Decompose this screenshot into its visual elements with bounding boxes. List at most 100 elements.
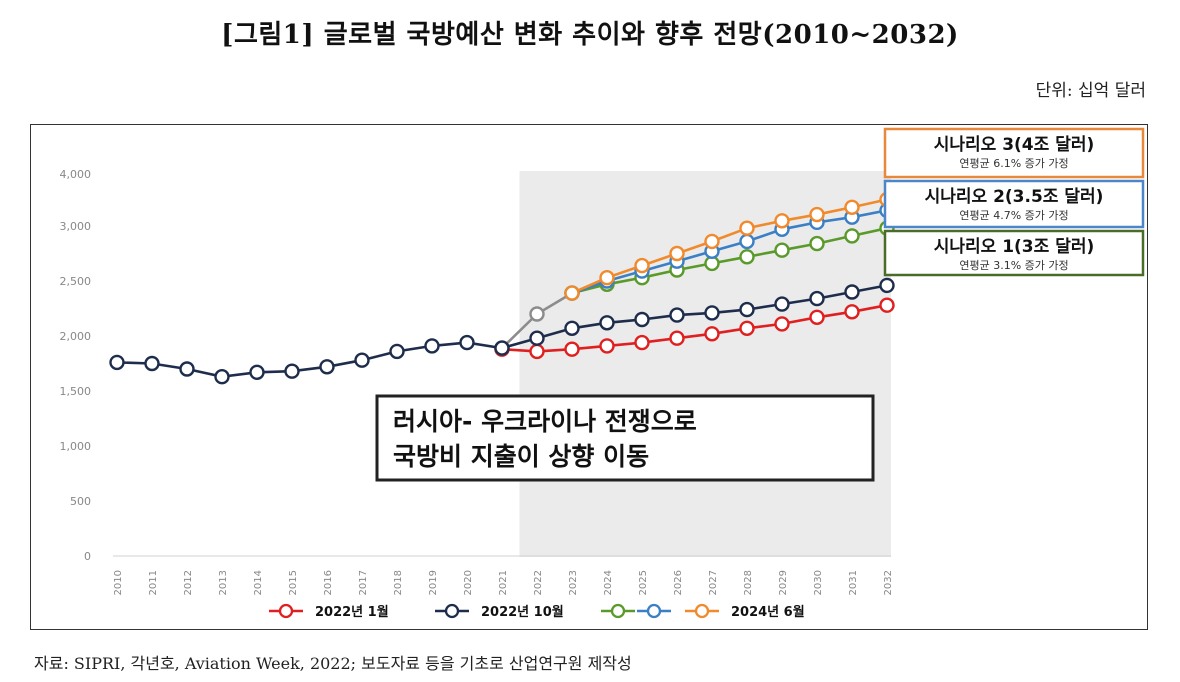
x-tick-label: 2027: [708, 570, 719, 595]
data-point-oct2022: [599, 315, 615, 331]
data-point-oct2022: [564, 320, 580, 337]
data-point-jan2022: [809, 309, 825, 326]
chart-title: [그림1] 글로벌 국방예산 변화 추이와 향후 전망(2010~2032): [221, 20, 959, 50]
data-point-scenario3: [704, 233, 720, 250]
scenario-box-subtitle: 연평균 4.7% 증가 가정: [959, 209, 1068, 222]
y-tick-label: 3,000: [60, 220, 92, 233]
data-point-history: [284, 363, 300, 379]
data-point-jan2022: [529, 343, 545, 360]
data-point-scenario1: [774, 242, 790, 258]
scenario-box-title: 시나리오 2(3.5조 달러): [925, 186, 1104, 207]
y-tick-label: 2,500: [60, 275, 92, 288]
data-point-history: [389, 343, 405, 360]
data-point-bridge: [529, 306, 545, 322]
data-point-scenario3: [774, 213, 790, 229]
data-point-jan2022: [599, 338, 615, 354]
data-point-history: [354, 352, 370, 368]
x-tick-label: 2013: [218, 570, 229, 595]
x-tick-label: 2017: [358, 570, 369, 595]
legend-marker: [444, 603, 460, 619]
x-tick-label: 2028: [743, 570, 754, 595]
data-point-jan2022: [669, 330, 685, 346]
data-point-oct2022: [669, 307, 685, 323]
data-point-jan2022: [634, 334, 650, 351]
data-point-scenario1: [809, 235, 825, 252]
data-point-jan2022: [879, 297, 895, 313]
data-point-jan2022: [564, 341, 580, 357]
x-tick-label: 2010: [113, 570, 124, 595]
data-point-history: [424, 338, 440, 354]
annotation-text: 러시아- 우크라이나 전쟁으로: [393, 407, 697, 436]
y-tick-label: 0: [84, 550, 91, 563]
data-point-history: [214, 368, 230, 385]
chart-frame: 0 500 1,000 1,500 2,000 2,500 3,000 4,000 2010 20…: [30, 124, 1148, 630]
data-point-scenario2: [739, 233, 755, 250]
data-point-history: [109, 354, 125, 371]
legend-marker: [646, 603, 662, 619]
annotation-text: 국방비 지출이 상향 이동: [393, 442, 649, 471]
data-point-jan2022: [739, 320, 755, 337]
x-tick-label: 2014: [253, 570, 264, 595]
scenario-box-subtitle: 연평균 6.1% 증가 가정: [959, 157, 1068, 170]
forecast-shading: [519, 171, 891, 557]
x-tick-label: 2030: [813, 570, 824, 595]
legend-marker: [610, 603, 626, 619]
data-point-jan2022: [704, 326, 720, 342]
data-point-oct2022: [879, 277, 895, 294]
data-point-history: [144, 355, 160, 372]
x-tick-label: 2026: [673, 570, 684, 595]
series-line-history: [116, 341, 503, 379]
scenario-box-scenario2: [883, 179, 1145, 229]
x-tick-label: 2031: [848, 570, 859, 595]
series-line-scenario3: [571, 198, 888, 295]
x-tick-label: 2019: [428, 570, 439, 595]
x-tick-label: 2032: [883, 570, 894, 595]
x-tick-label: 2021: [498, 570, 509, 595]
series-line-scenario2: [571, 209, 888, 295]
data-point-scenario1: [844, 228, 860, 244]
chart-plot: 0 500 1,000 1,500 2,000 2,500 3,000 4,000 2010 20…: [60, 127, 1145, 620]
data-point-oct2022: [844, 284, 860, 300]
x-tick-label: 2016: [323, 570, 334, 595]
legend-marker: [278, 603, 294, 619]
data-point-scenario3: [809, 206, 825, 223]
legend-label: 2022년 1월: [315, 604, 389, 620]
y-tick-label: 1,000: [60, 440, 92, 453]
annotation-box: [375, 394, 875, 482]
data-point-scenario1: [739, 249, 755, 265]
data-point-oct2022: [809, 290, 825, 307]
legend-marker: [694, 603, 710, 619]
data-point-scenario3: [564, 285, 580, 301]
y-tick-label: 1,500: [60, 385, 92, 398]
data-point-scenario3: [739, 220, 755, 236]
data-point-jan2022: [844, 304, 860, 320]
data-point-history: [459, 334, 475, 351]
x-tick-label: 2020: [463, 570, 474, 595]
data-point-scenario3: [844, 199, 860, 215]
x-tick-label: 2029: [778, 570, 789, 595]
data-point-oct2022: [634, 311, 650, 328]
data-point-history: [249, 364, 265, 381]
x-tick-label: 2011: [148, 570, 159, 595]
source-note: 자료: SIPRI, 각년호, Aviation Week, 2022; 보도자…: [34, 654, 632, 673]
unit-label: 단위: 십억 달러: [1035, 81, 1146, 101]
x-tick-label: 2012: [183, 570, 194, 595]
x-tick-label: 2025: [638, 570, 649, 595]
y-tick-label: 500: [70, 495, 91, 508]
x-tick-label: 2023: [568, 570, 579, 595]
scenario-box-scenario1: [883, 229, 1145, 277]
x-tick-label: 2022: [533, 570, 544, 595]
x-tick-label: 2024: [603, 570, 614, 595]
y-tick-label: 4,000: [60, 168, 92, 181]
data-point-jan2022: [774, 316, 790, 332]
scenario-box-title: 시나리오 1(3조 달러): [934, 236, 1095, 257]
scenario-box-title: 시나리오 3(4조 달러): [934, 134, 1095, 155]
data-point-oct2022: [529, 330, 545, 346]
data-point-scenario3: [634, 257, 650, 274]
x-tick-label: 2015: [288, 570, 299, 595]
legend-label: 2024년 6월: [731, 604, 805, 620]
x-tick-label: 2018: [393, 570, 404, 595]
data-point-scenario3: [669, 245, 685, 262]
data-point-oct2022: [494, 340, 510, 356]
data-point-history: [179, 361, 195, 377]
